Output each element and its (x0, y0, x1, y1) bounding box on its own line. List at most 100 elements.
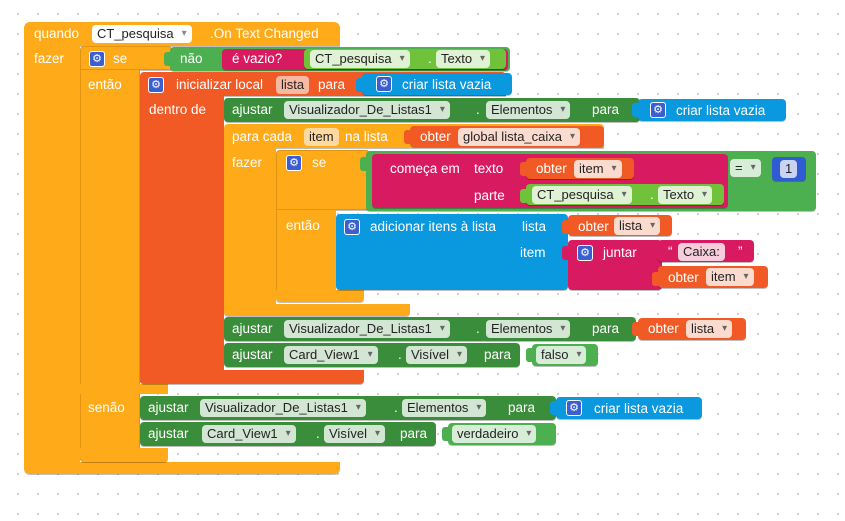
join-text-tab (652, 246, 660, 260)
not-label: não (180, 51, 203, 66)
foreach-in-list-label: na lista (345, 129, 388, 144)
else1-create-gear-icon[interactable]: ⚙ (566, 400, 582, 416)
compare-number-block[interactable] (772, 157, 806, 181)
starts-item-dropdown[interactable]: item (574, 160, 622, 178)
foreach-label: para cada (232, 129, 293, 144)
is-empty-block[interactable] (222, 49, 508, 70)
join-text-field[interactable]: Caixa: (678, 243, 725, 261)
not-block[interactable] (170, 47, 510, 71)
else1-create-tab (550, 401, 558, 415)
inner-then-label: então (286, 218, 320, 233)
add-items-block[interactable] (336, 214, 568, 290)
join-get-block[interactable] (658, 266, 768, 288)
set2-set-label: ajustar (232, 321, 273, 336)
if-block-spine (80, 70, 140, 460)
starts-piece-getter[interactable] (526, 184, 724, 205)
set1-create-list-block[interactable] (638, 99, 786, 121)
join-item-dropdown[interactable]: item (706, 268, 754, 286)
starts-property-dropdown[interactable]: Texto (658, 186, 713, 204)
foreach-item-field[interactable]: item (304, 128, 339, 146)
is-empty-label: é vazio? (232, 51, 283, 66)
set1-property-dropdown[interactable]: Elementos (486, 101, 571, 119)
else2-property-dropdown[interactable]: Visível (324, 425, 386, 443)
inner-if-gear-icon[interactable]: ⚙ (286, 155, 302, 171)
cond-component-dropdown[interactable]: CT_pesquisa (310, 50, 410, 68)
starts-get-tab (520, 162, 528, 176)
event-when-label: quando (34, 26, 80, 41)
set2-component-dropdown[interactable]: Visualizador_De_Listas1 (284, 320, 450, 338)
foreach-get-block[interactable] (410, 126, 604, 147)
set2-get-block[interactable] (638, 318, 746, 340)
set1-dot: . (476, 102, 480, 117)
starts-with-label: começa em (390, 161, 460, 176)
starts-get-block[interactable] (526, 158, 634, 179)
set1-to-label: para (592, 102, 620, 117)
event-block-footer (24, 462, 340, 474)
cond-property-dropdown[interactable]: Texto (436, 50, 491, 68)
local-name-field[interactable]: lista (276, 76, 310, 94)
else-label: senão (88, 400, 125, 415)
starts-text-label: texto (474, 161, 504, 176)
event-component-dropdown[interactable]: CT_pesquisa (92, 25, 192, 43)
join-gear-icon[interactable]: ⚙ (577, 245, 593, 261)
set1-create-label: criar lista vazia (676, 103, 766, 118)
set3-component-dropdown[interactable]: Card_View1 (284, 346, 378, 364)
add-items-gear-icon[interactable]: ⚙ (344, 219, 360, 235)
else2-set-label: ajustar (148, 426, 189, 441)
set2-property-dropdown[interactable]: Elementos (486, 320, 571, 338)
local-gear-icon[interactable]: ⚙ (148, 77, 164, 93)
set1-create-gear-icon[interactable]: ⚙ (650, 102, 666, 118)
local-block-header[interactable] (140, 72, 506, 96)
set2-block[interactable] (224, 317, 636, 341)
set3-bool-block[interactable] (532, 344, 598, 366)
else1-block[interactable] (140, 396, 556, 420)
local-in-label: dentro de (149, 102, 207, 117)
set1-block[interactable] (224, 98, 640, 122)
inner-if-header[interactable] (276, 150, 370, 210)
set3-value-dropdown[interactable]: falso (536, 346, 587, 364)
compare-number-field[interactable]: 1 (780, 160, 798, 178)
compare-block[interactable] (366, 151, 816, 211)
starts-dot: . (650, 187, 654, 202)
foreach-get-label: obter (420, 129, 451, 144)
starts-with-block[interactable] (372, 154, 728, 208)
if-gear-icon[interactable]: ⚙ (89, 51, 105, 67)
else2-bool-block[interactable] (448, 423, 556, 445)
set3-block[interactable] (224, 343, 520, 367)
add-get-list-block[interactable] (568, 215, 672, 236)
foreach-block-header[interactable] (224, 124, 604, 148)
add-get-label: obter (578, 219, 609, 234)
join-block[interactable] (568, 240, 662, 290)
else1-property-dropdown[interactable]: Elementos (402, 399, 487, 417)
starts-piece-label: parte (474, 188, 505, 203)
add-list-label: lista (522, 219, 547, 234)
else2-block[interactable] (140, 422, 436, 446)
foreach-get-tab (404, 130, 412, 144)
local-to-label: para (318, 77, 346, 92)
else2-value-dropdown[interactable]: verdadeiro (452, 425, 537, 443)
set3-property-dropdown[interactable]: Visível (406, 346, 468, 364)
else2-component-dropdown[interactable]: Card_View1 (202, 425, 296, 443)
if-block-header[interactable] (80, 46, 172, 70)
set1-set-label: ajustar (232, 102, 273, 117)
else2-dot: . (316, 426, 320, 441)
event-block-header[interactable] (24, 22, 340, 46)
if-block-footer (80, 448, 168, 462)
foreach-global-dropdown[interactable]: global lista_caixa (458, 128, 581, 146)
cond-getter-block[interactable] (304, 49, 506, 69)
set2-get-label: obter (648, 321, 679, 336)
set2-var-dropdown[interactable]: lista (686, 320, 733, 338)
add-list-dropdown[interactable]: lista (614, 217, 661, 235)
local-create-gear-icon[interactable]: ⚙ (376, 76, 392, 92)
set1-component-dropdown[interactable]: Visualizador_De_Listas1 (284, 101, 450, 119)
join-text-block[interactable] (658, 240, 754, 262)
event-do-label: fazer (34, 51, 65, 66)
compare-operator-dropdown[interactable]: = (730, 159, 761, 177)
else1-component-dropdown[interactable]: Visualizador_De_Listas1 (200, 399, 366, 417)
local-create-list-block[interactable] (362, 73, 512, 95)
else1-create-list-block[interactable] (556, 397, 702, 419)
if-label: se (113, 51, 128, 66)
starts-component-dropdown[interactable]: CT_pesquisa (532, 186, 632, 204)
join-label: juntar (603, 245, 637, 260)
